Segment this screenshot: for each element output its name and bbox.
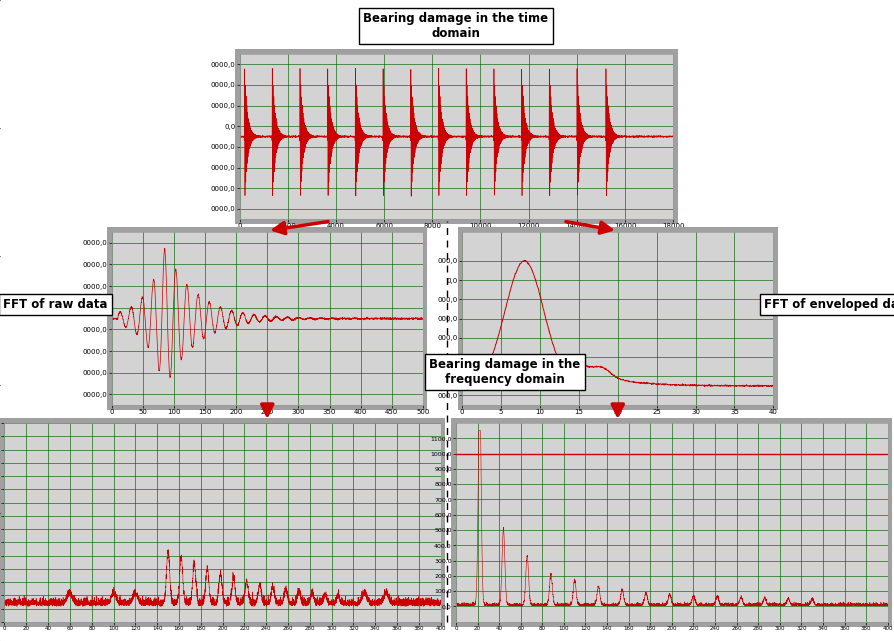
- Text: Bearing damage in the
frequency domain: Bearing damage in the frequency domain: [429, 358, 581, 386]
- Text: FFT of enveloped data: FFT of enveloped data: [764, 298, 894, 311]
- Text: FFT of raw data: FFT of raw data: [4, 298, 107, 311]
- Text: Bearing damage in the time
domain: Bearing damage in the time domain: [363, 12, 549, 40]
